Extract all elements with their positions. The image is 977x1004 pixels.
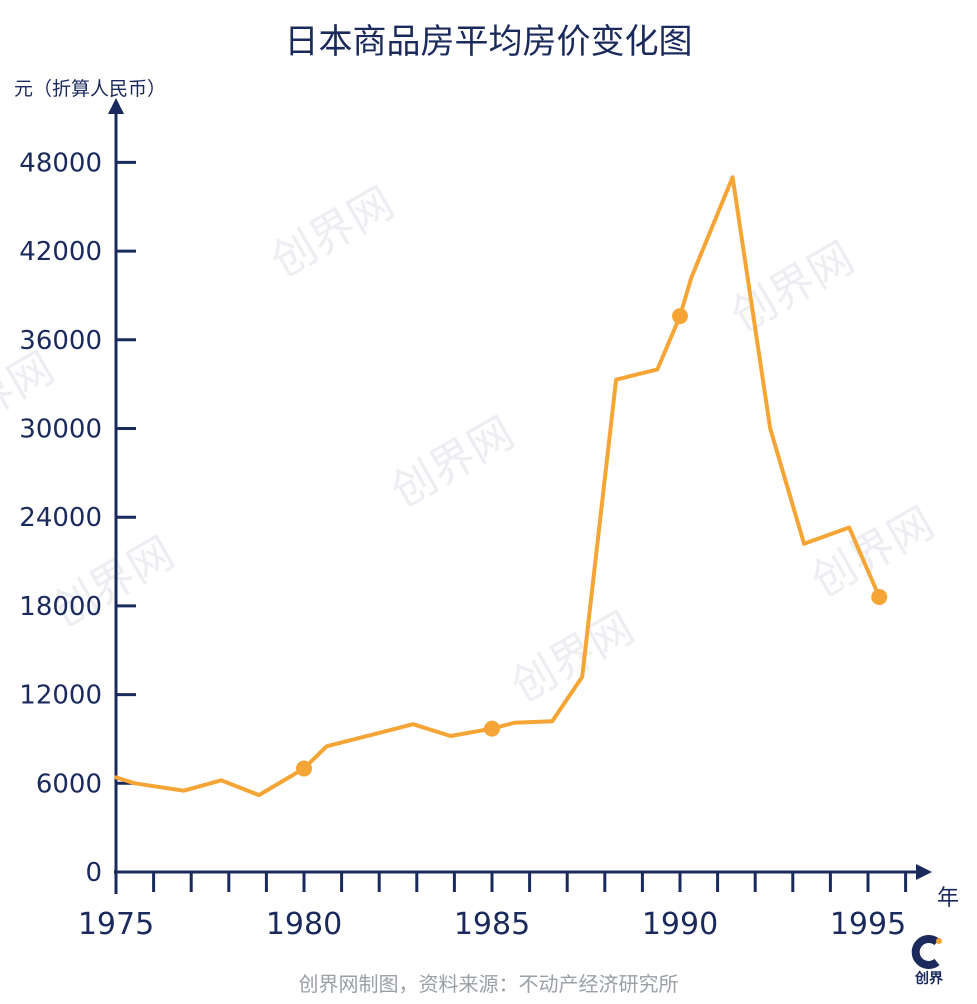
x-tick-label: 1995: [830, 907, 906, 942]
source-note: 创界网制图，资料来源：不动产经济研究所: [298, 972, 679, 996]
y-ticks: 0 6000 12000 18000 24000 30000 36000 42000 48000: [19, 148, 136, 888]
x-tick-label: 1990: [642, 907, 718, 942]
data-point-marker: [871, 589, 888, 606]
y-tick-label: 42000: [19, 237, 102, 267]
y-tick-label: 36000: [19, 326, 102, 356]
markers-layer: [296, 308, 888, 777]
y-tick-label: 12000: [19, 681, 102, 711]
logo-c-icon: [911, 935, 942, 969]
watermark-text: 创界网: [263, 177, 403, 287]
logo-text: 创界: [915, 971, 943, 987]
data-point-marker: [484, 720, 500, 737]
y-tick-label: 48000: [19, 148, 102, 178]
y-tick-label: 18000: [19, 592, 102, 622]
y-tick-label: 24000: [19, 503, 102, 533]
y-axis-arrow: [108, 98, 124, 114]
x-tick-label: 1980: [266, 907, 342, 942]
watermark-text: 创界网: [383, 407, 523, 517]
y-tick-label: 30000: [19, 415, 102, 445]
y-tick-label: 0: [85, 858, 102, 888]
data-point-marker: [296, 760, 312, 777]
axes: [108, 98, 932, 894]
series-layer: [114, 175, 882, 798]
watermark-text: 创界网: [503, 602, 643, 712]
x-axis-label: 年: [937, 886, 960, 911]
x-tick-label: 1985: [454, 907, 530, 942]
x-ticks: 1975 1980 1985 1990 1995: [78, 872, 908, 942]
y-axis-label: 元（折算人民币）: [14, 78, 167, 100]
watermark-text: 创界网: [803, 497, 943, 607]
series-line: [114, 175, 882, 798]
y-tick-label: 6000: [36, 769, 102, 799]
x-tick-label: 1975: [78, 907, 154, 942]
brand-logo: 创界: [906, 934, 952, 998]
x-axis-arrow: [916, 864, 932, 880]
chart-title: 日本商品房平均房价变化图: [284, 22, 693, 62]
data-point-marker: [672, 308, 688, 325]
